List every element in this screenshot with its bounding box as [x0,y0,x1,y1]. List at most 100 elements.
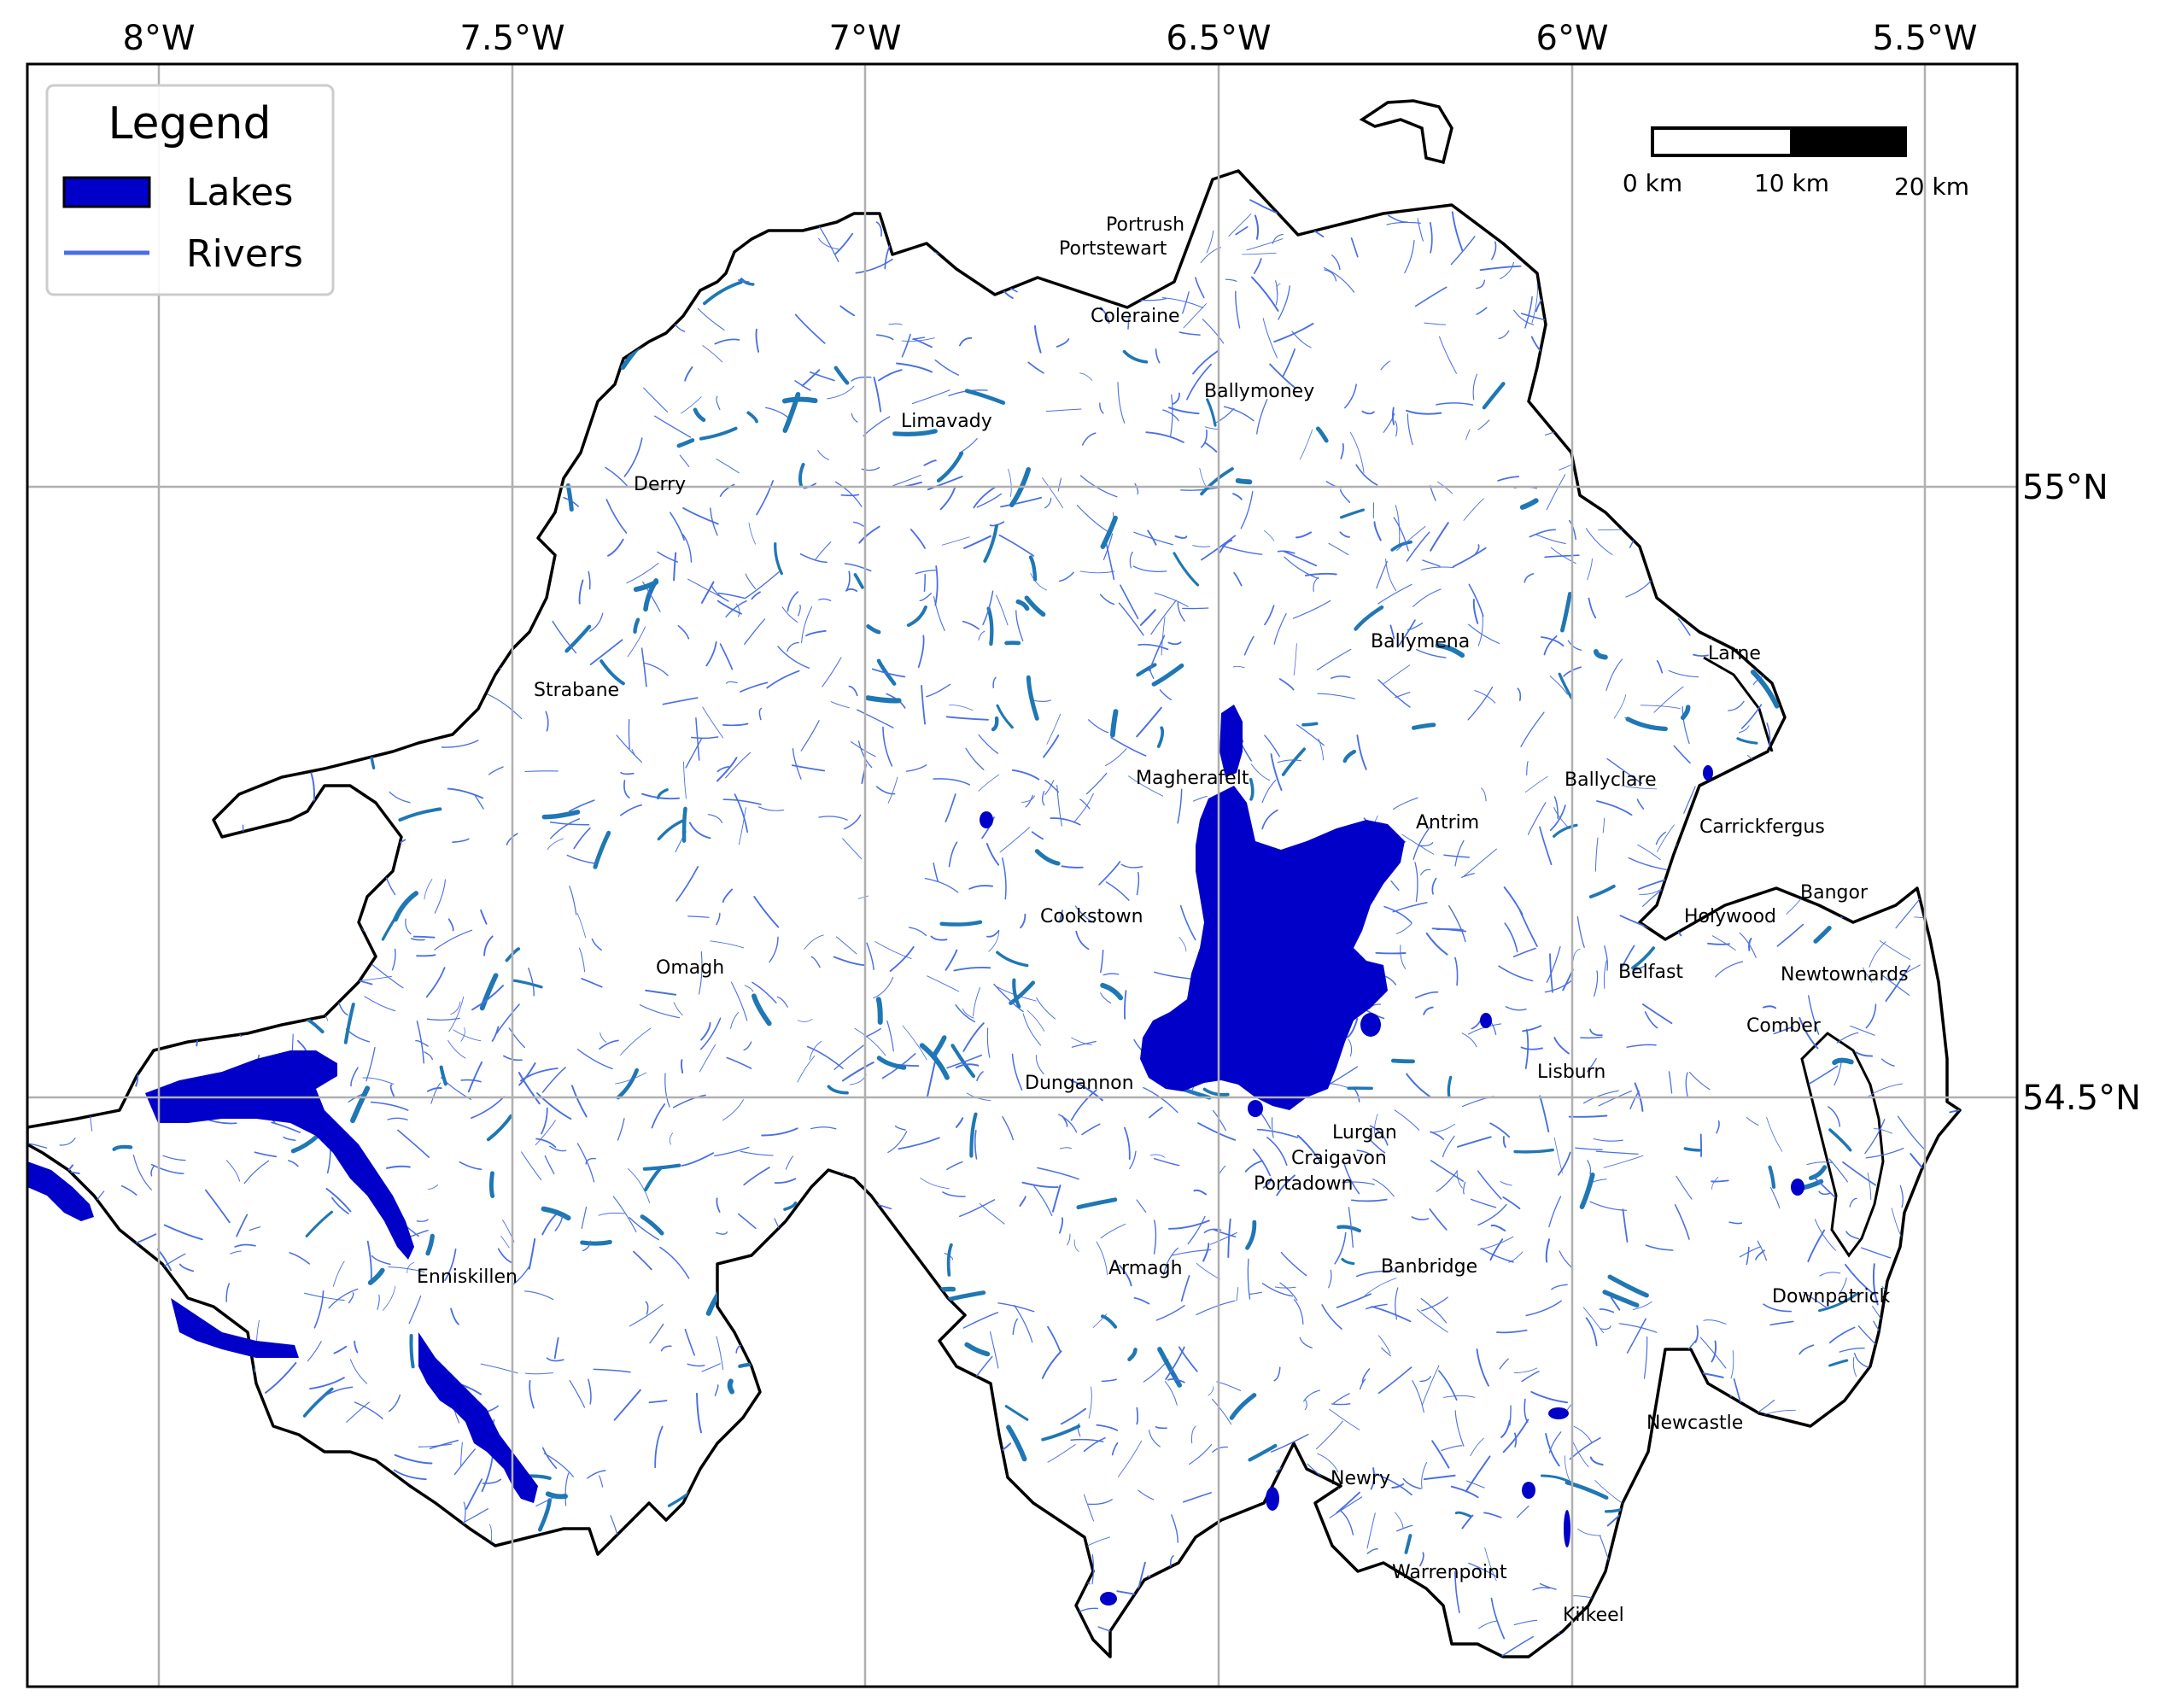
river-segment [1580,1036,1603,1039]
river-segment [1282,348,1296,378]
river-segment [861,466,880,471]
river-segment [1252,1149,1272,1177]
river-segment [1711,1179,1729,1183]
river-segment [964,389,1006,405]
river-segment [700,581,715,604]
river-segment [453,1029,482,1042]
river-segment [616,734,642,763]
river-segment [588,570,591,590]
river-segment [1388,214,1408,223]
river-segment [660,1345,672,1352]
river-segment [989,1331,999,1369]
river-segment [1249,199,1278,214]
town-label: Enniskillen [417,1266,518,1288]
river-segment [909,529,926,549]
river-segment [332,1261,345,1287]
river-segment [398,807,442,822]
river-segment [799,553,828,564]
river-segment [682,507,719,525]
river-segment [1321,1304,1342,1330]
river-segment [1170,394,1173,437]
river-segment [1315,426,1329,443]
river-segment [1129,551,1133,569]
river-segment [923,459,937,466]
river-segment [822,657,842,687]
river-segment [416,954,436,957]
river-segment [1167,641,1182,646]
river-segment [359,975,392,981]
river-segment [1088,1386,1092,1419]
river-segment [1101,1378,1117,1383]
river-segment [1476,279,1486,290]
river-segment [818,816,848,821]
river-segment [719,483,735,497]
river-segment [1549,804,1566,832]
river-segment [1150,600,1177,635]
small-lake [1480,1013,1492,1028]
river-segment [1766,1116,1783,1152]
river-segment [1151,663,1184,687]
river-segment [1274,1286,1296,1289]
river-segment [1133,1297,1150,1305]
river-segment [1520,1046,1543,1050]
river-segment [1423,1006,1434,1015]
river-segment [1020,913,1026,929]
river-segment [659,1246,690,1279]
river-segment [924,877,959,893]
river-segment [978,774,1000,792]
river-segment [1369,1125,1389,1146]
river-segment [297,1039,307,1051]
town-label: Omagh [656,957,724,979]
river-segment [752,993,772,1027]
river-segment [1438,1370,1458,1401]
river-segment [1200,429,1208,448]
river-segment [1219,539,1233,553]
small-lake [1564,1510,1570,1547]
river-segment [447,918,454,932]
river-segment [1264,605,1275,626]
river-segment [817,449,829,460]
river-segment [1543,635,1558,656]
river-segment [1339,488,1351,503]
river-segment [1052,1184,1062,1213]
river-segment [1139,609,1156,626]
river-segment [1865,1148,1904,1159]
river-segment [1015,610,1024,642]
river-segment [1276,1174,1295,1196]
river-segment [1092,1313,1108,1328]
river-segment [1183,1492,1212,1503]
river-segment [923,573,926,593]
river-segment [1436,1170,1459,1192]
river-segment [225,1283,231,1302]
river-segment [1880,974,1910,996]
river-segment [716,600,742,615]
river-segment [1127,1348,1138,1361]
river-segment [491,1026,500,1042]
river-segment [927,476,963,491]
river-segment [1031,831,1044,840]
river-segment [461,1383,483,1395]
river-segment [1202,1087,1230,1097]
river-segment [850,741,876,757]
river-segment [1468,1023,1502,1035]
river-segment [933,862,939,883]
river-segment [302,1387,334,1418]
river-segment [1517,687,1522,701]
river-segment [1186,363,1212,401]
river-segment [546,1357,564,1362]
river-segment [480,910,488,925]
river-segment [1058,571,1074,582]
river-segment [1173,552,1200,587]
river-segment [1012,1318,1018,1336]
river-segment [1539,826,1553,866]
town-label: Ballyclare [1565,769,1657,791]
river-segment [1124,990,1127,1020]
river-segment [905,764,927,772]
river-segment [716,1336,724,1370]
river-segment [1229,1393,1257,1420]
river-segment [1157,1347,1182,1388]
river-segment [1395,420,1398,437]
river-segment [1621,785,1658,790]
river-segment [1124,1126,1131,1161]
